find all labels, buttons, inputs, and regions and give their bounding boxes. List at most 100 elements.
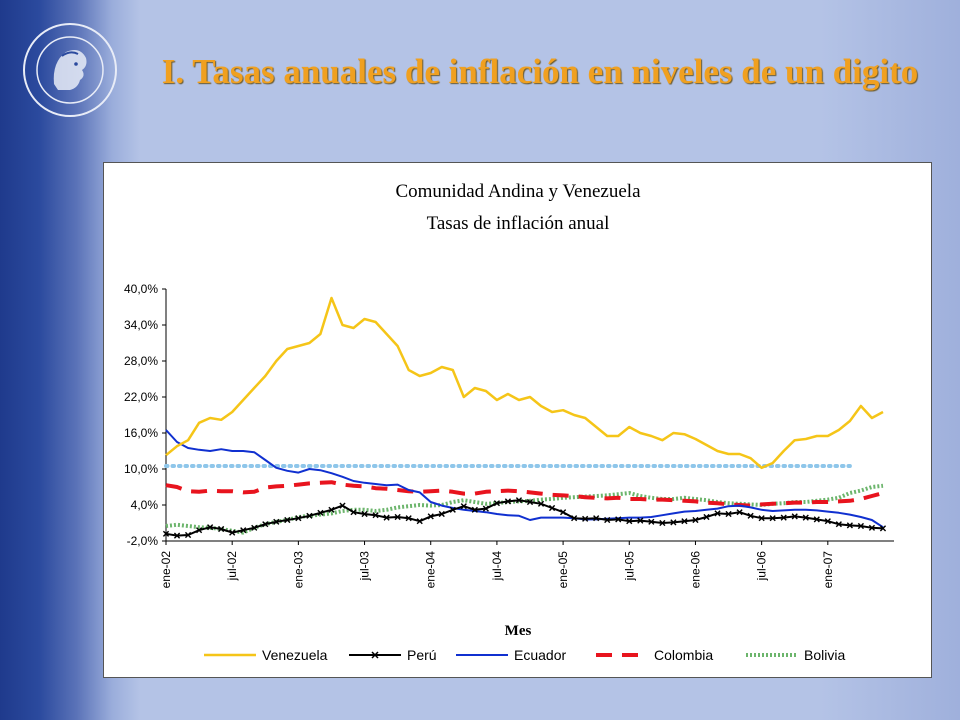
peru-point-marker (637, 517, 644, 524)
peru-point-marker (725, 510, 732, 518)
x-tick-label: jul-04 (490, 551, 504, 582)
peru-point-marker (350, 509, 357, 516)
peru-point-marker (736, 509, 743, 516)
peru-point-marker (361, 510, 368, 518)
peru-point-marker (218, 525, 225, 533)
peru-point-marker (615, 516, 622, 523)
x-tick-label: ene-02 (159, 551, 173, 589)
x-tick-label: ene-07 (821, 551, 835, 589)
peru-point-marker (493, 500, 501, 507)
x-tick-label: ene-04 (424, 551, 438, 589)
peru-point-marker (383, 514, 390, 521)
peru-point-marker (593, 515, 600, 522)
peru-point-marker (251, 524, 258, 531)
y-tick-label: 40,0% (124, 282, 158, 296)
peru-point-marker (857, 522, 865, 530)
peru-point-marker (339, 502, 346, 509)
chart-subtitle: Tasas de inflación anual (427, 213, 610, 234)
chart-title: Comunidad Andina y Venezuela (395, 181, 641, 202)
y-tick-label: 10,0% (124, 462, 158, 476)
y-tick-label: 22,0% (124, 390, 158, 404)
legend-label-bolivia: Bolivia (804, 647, 845, 663)
peru-point-marker (802, 514, 809, 521)
y-tick-label: 28,0% (124, 354, 158, 368)
y-tick-label: 4,0% (131, 498, 159, 512)
series-line-bolivia (165, 483, 884, 535)
peru-point-marker (846, 522, 853, 529)
peru-point-marker (240, 527, 247, 534)
peru-point-marker (184, 531, 192, 539)
peru-point-marker (626, 518, 633, 525)
x-tick-label: jul-03 (358, 551, 372, 582)
peru-point-marker (868, 524, 876, 531)
peru-point-marker (427, 513, 434, 520)
peru-point-marker (162, 530, 170, 537)
inflation-chart: Comunidad Andina y Venezuela Tasas de in… (124, 181, 894, 663)
legend-label-ecuador: Ecuador (514, 647, 566, 663)
peru-point-marker (317, 509, 324, 516)
legend-label-colombia: Colombia (654, 647, 713, 663)
y-tick-label: 34,0% (124, 318, 158, 332)
peru-point-marker (262, 521, 269, 528)
peru-point-marker (295, 515, 302, 522)
peru-point-marker (449, 506, 456, 513)
y-tick-label: 16,0% (124, 426, 158, 440)
peru-point-marker (604, 516, 611, 524)
peru-point-marker (416, 518, 423, 525)
peru-point-marker (405, 515, 412, 522)
peru-point-marker (648, 518, 655, 525)
legend: Venezuela Perú Ecuador Colombia Bolivia (204, 647, 845, 663)
peru-point-marker (813, 516, 820, 523)
x-tick-label: ene-03 (291, 551, 305, 589)
peru-point-marker (482, 505, 489, 512)
peru-point-marker (879, 525, 887, 532)
peru-point-marker (273, 518, 280, 525)
peru-point-marker (548, 504, 556, 512)
peru-point-marker (559, 509, 567, 516)
peru-point-marker (747, 512, 754, 519)
slide-title: I. Tasas anuales de inflación en niveles… (161, 52, 919, 91)
peru-point-marker (195, 527, 203, 534)
x-axis-label: Mes (505, 623, 532, 639)
peru-point-marker (769, 515, 776, 522)
peru-point-marker (372, 512, 379, 519)
series-line-venezuela (165, 296, 884, 470)
peru-point-marker (394, 513, 401, 521)
peru-point-marker (681, 518, 688, 525)
peru-point-marker (504, 498, 512, 505)
peru-point-marker (515, 497, 523, 504)
peru-point-marker (460, 503, 467, 510)
peru-point-marker (659, 519, 666, 527)
peru-point-marker (714, 510, 721, 517)
peru-point-marker (791, 513, 798, 520)
peru-point-marker (703, 513, 710, 521)
series-line-colombia (165, 480, 884, 508)
peru-point-marker (306, 512, 313, 519)
x-tick-label: jul-02 (225, 551, 239, 582)
peru-point-marker (582, 515, 589, 522)
legend-marker-peru (371, 651, 379, 659)
peru-point-marker (471, 506, 478, 513)
peru-point-marker (328, 506, 335, 513)
chart-panel: Comunidad Andina y Venezuela Tasas de in… (103, 162, 932, 678)
peru-point-marker (229, 529, 236, 536)
x-tick-label: jul-06 (755, 551, 769, 582)
peru-point-marker (173, 532, 181, 539)
peru-point-marker (780, 514, 787, 521)
x-tick-label: jul-05 (622, 551, 636, 582)
x-tick-label: ene-06 (688, 551, 702, 589)
y-tick-label: -2,0% (127, 534, 159, 548)
peru-point-marker (537, 500, 545, 507)
series-line-peru (165, 499, 884, 537)
peru-point-marker (670, 519, 677, 526)
legend-label-peru: Perú (407, 647, 437, 663)
peru-point-marker (526, 498, 534, 506)
peru-point-marker (284, 516, 291, 524)
plot-area: 40,0%34,0%28,0%22,0%16,0%10,0%4,0%-2,0%e… (124, 282, 894, 588)
peru-point-marker (438, 510, 445, 518)
x-tick-label: ene-05 (556, 551, 570, 589)
legend-label-venezuela: Venezuela (262, 647, 328, 663)
bank-logo (23, 23, 117, 117)
peru-point-marker (692, 516, 699, 524)
peru-point-marker (824, 518, 831, 525)
